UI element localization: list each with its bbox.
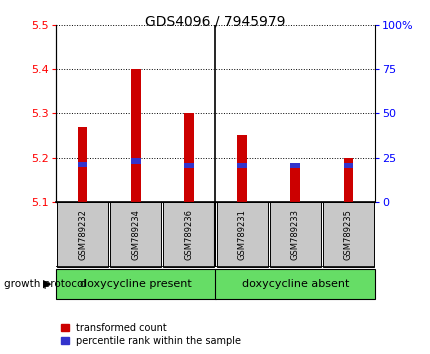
Bar — [215, 269, 374, 299]
Text: GSM789234: GSM789234 — [131, 209, 140, 260]
Bar — [216, 202, 267, 267]
Text: GDS4096 / 7945979: GDS4096 / 7945979 — [145, 14, 285, 28]
Bar — [78, 161, 87, 167]
Text: GSM789235: GSM789235 — [343, 209, 352, 260]
Bar — [343, 163, 352, 168]
Legend: transformed count, percentile rank within the sample: transformed count, percentile rank withi… — [61, 323, 241, 346]
Text: GSM789231: GSM789231 — [237, 209, 246, 260]
Bar — [322, 202, 373, 267]
Bar — [163, 202, 214, 267]
Bar — [57, 202, 108, 267]
Bar — [56, 269, 215, 299]
Text: GSM789232: GSM789232 — [78, 209, 87, 260]
Bar — [184, 163, 193, 168]
Bar — [290, 163, 299, 168]
Bar — [269, 202, 320, 267]
Bar — [237, 163, 246, 168]
Bar — [78, 126, 87, 202]
Text: GSM789236: GSM789236 — [184, 209, 193, 260]
Bar — [110, 202, 161, 267]
Text: doxycycline absent: doxycycline absent — [241, 279, 348, 289]
Bar — [290, 164, 299, 202]
Text: GSM789233: GSM789233 — [290, 209, 299, 260]
Bar — [343, 158, 352, 202]
Text: doxycycline present: doxycycline present — [80, 279, 191, 289]
Text: ▶: ▶ — [43, 279, 52, 289]
Bar — [131, 69, 140, 202]
Bar — [237, 135, 246, 202]
Bar — [184, 113, 193, 202]
Text: growth protocol: growth protocol — [4, 279, 86, 289]
Bar — [131, 159, 140, 164]
